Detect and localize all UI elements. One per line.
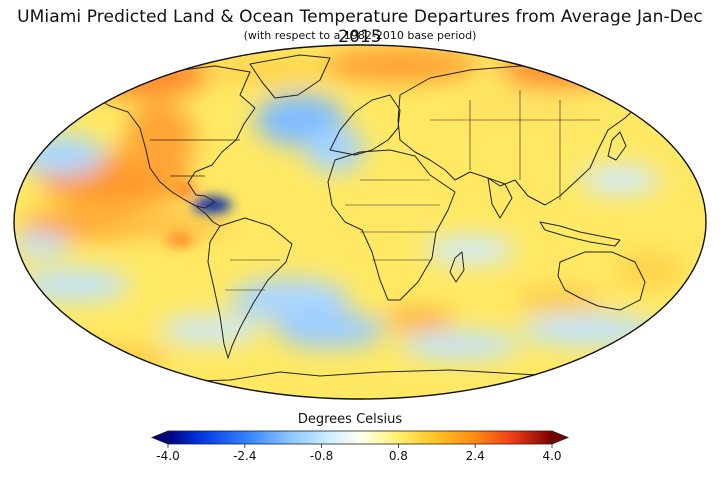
indonesia-outline [539, 221, 621, 247]
colorbar-tick-label: -2.4 [233, 449, 257, 463]
colorbar-tick-label: -0.8 [309, 449, 334, 463]
madagascar-outline [449, 251, 465, 283]
south-america-outline [207, 217, 293, 359]
anomaly-field [14, 45, 706, 399]
colorbar-tick-label: 2.4 [465, 449, 485, 463]
colorbar-max-arrow [551, 430, 570, 445]
india-outline [487, 177, 513, 219]
greenland-outline [249, 54, 331, 99]
africa-outline [327, 149, 456, 301]
colorbar-tick-label: 0.8 [388, 449, 408, 463]
japan-outline [607, 131, 627, 161]
new-zealand-outline [667, 299, 681, 325]
colorbar-gradient [167, 430, 553, 445]
australia-outline [557, 251, 646, 311]
colorbar-tick-label: 4.0 [542, 449, 562, 463]
map-subtitle: (with respect to a 1982-2010 base period… [243, 29, 477, 42]
colorbar-min-arrow [150, 430, 169, 445]
map-title: UMiami Predicted Land & Ocean Temperatur… [17, 7, 703, 47]
central-america-outline [195, 205, 221, 227]
colorbar [150, 430, 570, 448]
north-america-outline [91, 65, 256, 209]
globe-outline [13, 44, 707, 400]
colorbar-tick-label: -4.0 [156, 449, 180, 463]
colorbar-title: Degrees Celsius [297, 412, 403, 427]
